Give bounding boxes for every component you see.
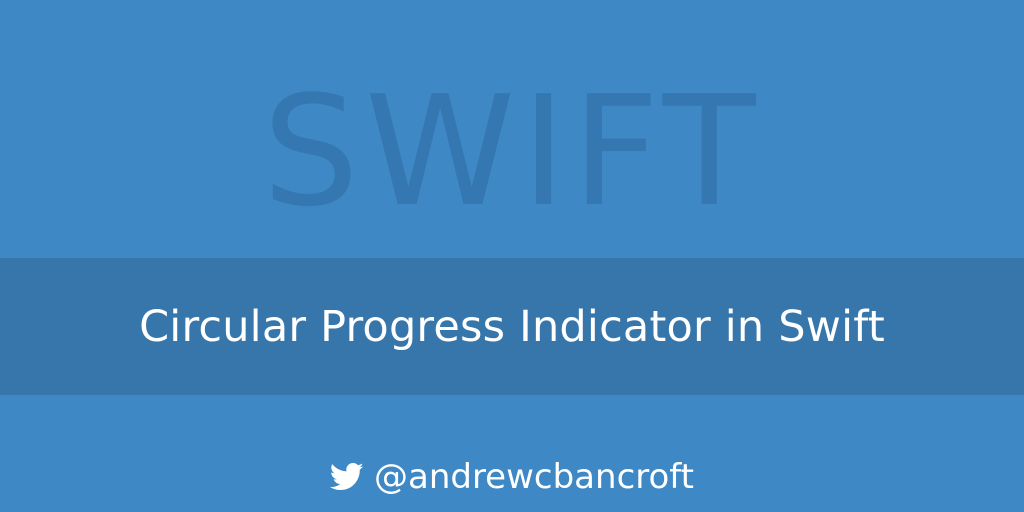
author-footer: @andrewcbancroft [0, 452, 1024, 502]
swift-watermark: SWIFT [262, 63, 762, 240]
twitter-handle: @andrewcbancroft [373, 457, 694, 497]
title-banner: Circular Progress Indicator in Swift [0, 258, 1024, 395]
twitter-icon [329, 462, 364, 492]
page-title: Circular Progress Indicator in Swift [139, 301, 885, 352]
